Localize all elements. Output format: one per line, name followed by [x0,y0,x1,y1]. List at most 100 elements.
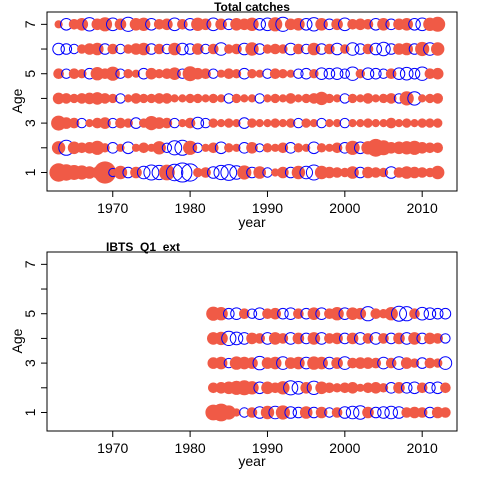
bubble-age3-2001 [348,119,357,128]
bubble-age3-2004 [371,119,380,128]
bubble-age4-1978 [170,94,179,103]
bubble-age6-1990 [262,44,273,54]
bubble-age4-1975 [146,93,157,104]
bubble-age1-1983 [207,166,220,179]
bubble-age1-1981 [193,167,203,178]
bubble-age2-2010 [416,142,429,154]
x-axis-label: year [238,214,266,230]
bubble-age7-1991 [268,17,283,32]
bubble-age5-1985 [223,307,235,320]
bubble-age4-1986 [231,93,242,104]
x-tick-label-2010: 2010 [407,440,438,456]
bubble-layer [205,305,453,422]
bubble-age6-2000 [340,44,350,54]
bubble-age4-1964 [61,93,72,104]
panel-title-total-catches: Total catches [214,0,290,14]
bubble-age6-1970 [107,43,119,55]
x-tick-label-1980: 1980 [175,200,206,216]
bubble-age3-2009 [410,119,419,128]
bubble-age6-1981 [192,43,204,55]
bubble-age3-2003 [363,118,373,128]
bubble-age4-2003 [362,93,374,104]
y-tick-label-1: 1 [22,408,38,416]
x-tick-label-2010: 2010 [407,200,438,216]
bubble-age3-1986 [232,119,241,128]
bubble-age5-2010 [415,306,430,321]
bubble-age3-2008 [400,357,413,369]
bubble-age1-2010 [416,167,428,178]
bubble-age4-1972 [124,94,133,103]
bubble-age7-1999 [331,18,343,31]
bubble-age2-1976 [152,141,166,155]
bubble-age2-1969 [100,143,110,153]
bubble-age2-1997 [316,143,327,153]
bubble-age6-2012 [431,42,445,56]
bubble-age5-1997 [315,67,328,80]
bubble-age5-1992 [277,307,289,320]
bubble-age6-1979 [176,42,189,56]
bubble-age4-1992 [278,94,287,103]
y-axis: 1 3 5 7 [22,260,47,416]
bubble-age1-1973 [130,166,142,179]
bubble-age1-1989 [253,166,266,179]
plot-frame [46,251,458,432]
bubble-age3-1997 [316,117,327,129]
bubble-age1-2003 [362,166,374,179]
bubble-age4-1965 [69,93,79,104]
bubble-age4-1990 [263,94,272,103]
bubble-age7-1989 [253,18,267,31]
x-tick-label-1990: 1990 [252,200,283,216]
bubble-age7-1969 [97,17,113,32]
bubble-age6-1985 [224,44,234,54]
x-tick-label-1980: 1980 [175,440,206,456]
bubble-age3-1989 [255,119,264,128]
bubble-age2-1974 [138,142,149,154]
bubble-age3-2005 [379,119,388,128]
bubble-age7-1966 [75,18,89,31]
bubble-age2-2004 [370,382,382,394]
bubble-age6-1964 [60,43,73,55]
bubble-age7-1982 [199,18,212,31]
bubble-age4-1984 [217,94,226,103]
y-tick-label-7: 7 [22,20,38,28]
bubble-age3-1967 [85,119,94,128]
bubble-age2-1995 [300,382,313,394]
bubble-age6-2004 [369,42,383,56]
bubble-age5-1972 [123,69,133,79]
panel-title-ibts-q1-ext: IBTS_Q1_ext [106,240,180,254]
bubble-age6-1994 [293,43,304,55]
bubble-age4-1969 [99,93,111,104]
bubble-age1-1998 [323,166,336,179]
bubble-age3-2003 [362,357,374,369]
bubble-age4-1973 [130,93,142,104]
bubble-age3-1977 [161,117,173,129]
bubble-age4-2012 [432,93,444,104]
bubble-age5-2003 [361,67,375,80]
bubble-age6-1983 [208,43,219,55]
bubble-age6-1966 [77,44,87,54]
bubble-age4-1984 [214,331,228,346]
bubble-age5-1976 [154,69,164,79]
bubble-age7-1971 [114,18,127,31]
bubble-age2-1968 [90,140,105,155]
bubble-age1-1985 [220,164,238,181]
bubble-age1-2009 [408,166,421,179]
bubble-age3-2006 [385,117,397,129]
bubble-age2-1980 [183,140,198,155]
bubble-age3-1976 [153,117,165,129]
bubble-age4-1986 [229,331,244,346]
bubble-age1-1986 [232,408,241,417]
y-axis: 1 3 5 7 [22,20,47,176]
bubble-age4-1963 [52,92,65,105]
bubble-age7-1995 [299,18,313,31]
bubble-age5-2000 [339,68,350,79]
bubble-age1-1991 [271,168,280,177]
bubble-age4-1983 [208,93,218,104]
bubble-age5-2009 [409,308,420,320]
bubble-age2-1982 [201,143,210,152]
bubble-age3-1993 [286,118,296,128]
bubble-age3-1990 [263,119,272,128]
bubble-age3-1984 [214,356,228,370]
bubble-age4-1997 [314,91,329,106]
